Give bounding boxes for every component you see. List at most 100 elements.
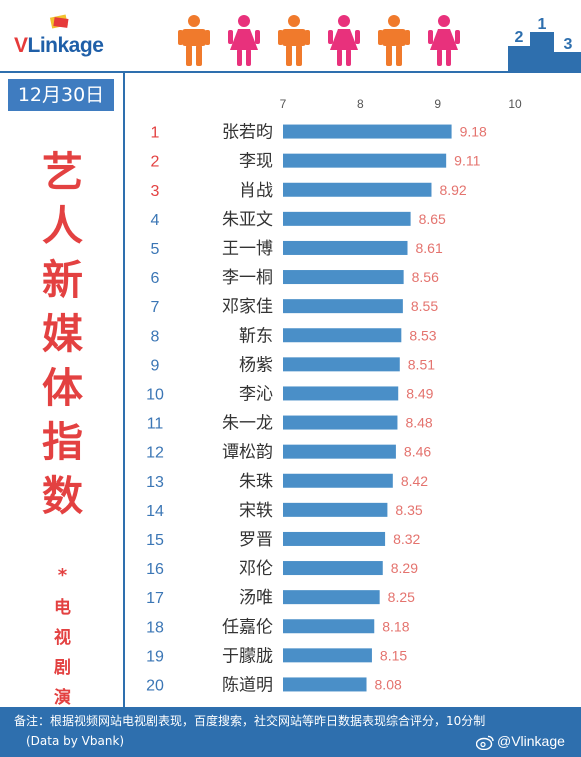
title-char: 艺 bbox=[42, 148, 83, 196]
category-label: 李沁 bbox=[239, 384, 273, 404]
value-label: 8.51 bbox=[408, 356, 435, 372]
value-label: 8.32 bbox=[393, 531, 420, 547]
header-divider bbox=[0, 71, 581, 73]
bar bbox=[283, 328, 402, 343]
rank-label: 10 bbox=[146, 386, 164, 403]
title-char: 媒 bbox=[42, 310, 83, 358]
chart-title: 艺 人 新 媒 体 指 数 bbox=[0, 145, 125, 523]
bar bbox=[283, 299, 403, 314]
value-label: 8.92 bbox=[439, 182, 466, 198]
title-char: 新 bbox=[42, 256, 83, 304]
bar bbox=[283, 386, 399, 401]
rank-label: 2 bbox=[151, 154, 160, 171]
rank-label: 1 bbox=[151, 125, 160, 142]
rank-label: 16 bbox=[146, 561, 164, 578]
sidebar: 12月30日 艺 人 新 媒 体 指 数 * 电 视 剧 演 员 bbox=[0, 73, 125, 738]
rank-label: 6 bbox=[151, 270, 160, 287]
vlinkage-logo: VLinkage bbox=[14, 14, 124, 58]
footer-note: 备注：根据视频网站电视剧表现，百度搜索，社交网站等昨日数据表现综合评分，10分制 bbox=[14, 714, 486, 728]
bar-chart: 7 8 9 10 1 张若昀 9.18 2 李现 9.11 3 肖战 8.92 4 朱亚文 8.65 5 王一博 8… bbox=[146, 97, 522, 695]
category-label: 王一博 bbox=[222, 239, 273, 259]
category-label: 谭松韵 bbox=[222, 443, 273, 463]
category-label: 肖战 bbox=[239, 181, 273, 201]
rank-label: 14 bbox=[146, 503, 164, 520]
value-label: 8.18 bbox=[382, 618, 409, 634]
rank-label: 11 bbox=[147, 416, 164, 433]
value-label: 8.35 bbox=[395, 502, 422, 518]
chart-area: 7 8 9 10 1 张若昀 9.18 2 李现 9.11 3 肖战 8.92 4 朱亚文 8.65 5 王一博 8… bbox=[127, 73, 581, 707]
rank-label: 9 bbox=[151, 357, 160, 374]
man-icon bbox=[378, 15, 410, 66]
category-label: 汤唯 bbox=[239, 588, 273, 608]
bar bbox=[283, 153, 447, 168]
value-label: 8.48 bbox=[405, 415, 432, 431]
bar bbox=[283, 561, 383, 576]
rank-label: 3 bbox=[151, 183, 160, 200]
value-label: 8.08 bbox=[375, 676, 402, 692]
svg-text:1: 1 bbox=[538, 16, 547, 33]
category-label: 邓伦 bbox=[239, 559, 273, 579]
rank-label: 20 bbox=[146, 677, 164, 694]
rank-label: 12 bbox=[146, 445, 164, 462]
woman-icon bbox=[228, 15, 260, 66]
logo-mark-icon bbox=[49, 14, 69, 29]
bar bbox=[283, 444, 396, 459]
subtitle-char: 剧 bbox=[54, 658, 71, 678]
rank-label: 15 bbox=[146, 532, 164, 549]
x-tick-label: 7 bbox=[280, 97, 287, 111]
bar bbox=[283, 473, 393, 488]
bar bbox=[283, 357, 400, 372]
category-label: 罗晋 bbox=[239, 530, 273, 550]
value-label: 8.15 bbox=[380, 647, 407, 663]
bar bbox=[283, 502, 388, 517]
value-label: 9.18 bbox=[460, 124, 487, 140]
man-icon bbox=[178, 15, 210, 66]
value-label: 8.55 bbox=[411, 298, 438, 314]
people-icons bbox=[178, 15, 460, 66]
title-char: 数 bbox=[42, 472, 83, 520]
man-icon bbox=[278, 15, 310, 66]
woman-icon bbox=[428, 15, 460, 66]
bar bbox=[283, 677, 367, 692]
podium-icon: 2 1 3 bbox=[508, 16, 581, 72]
bar bbox=[283, 619, 375, 634]
value-label: 8.61 bbox=[416, 240, 443, 256]
rank-label: 19 bbox=[146, 648, 164, 665]
bar bbox=[283, 590, 380, 605]
logo-text-v: V bbox=[14, 34, 28, 57]
watermark-text: @Vlinkage bbox=[497, 733, 565, 749]
category-label: 任嘉伦 bbox=[222, 617, 273, 637]
subtitle-char: 电 bbox=[54, 598, 71, 618]
woman-icon bbox=[328, 15, 360, 66]
rank-label: 18 bbox=[146, 619, 164, 636]
value-label: 8.65 bbox=[419, 211, 446, 227]
category-label: 陈道明 bbox=[222, 675, 273, 695]
x-tick-label: 9 bbox=[434, 97, 441, 111]
title-char: 指 bbox=[42, 418, 83, 466]
bar bbox=[283, 211, 411, 226]
value-label: 8.46 bbox=[404, 444, 431, 460]
value-label: 8.29 bbox=[391, 560, 418, 576]
title-asterisk: * bbox=[57, 565, 68, 586]
value-label: 8.56 bbox=[412, 269, 439, 285]
bar bbox=[283, 240, 408, 255]
subtitle-char: 视 bbox=[54, 628, 71, 648]
value-label: 8.25 bbox=[388, 589, 415, 605]
value-label: 9.11 bbox=[454, 153, 480, 169]
weibo-icon bbox=[475, 735, 494, 750]
category-label: 杨紫 bbox=[239, 355, 273, 375]
bar bbox=[283, 182, 432, 197]
svg-text:2: 2 bbox=[515, 29, 524, 46]
subtitle-char: 演 bbox=[54, 688, 71, 708]
svg-text:3: 3 bbox=[564, 36, 573, 53]
category-label: 于朦胧 bbox=[222, 646, 273, 666]
category-label: 宋轶 bbox=[239, 501, 273, 521]
bar bbox=[283, 124, 452, 139]
rank-label: 17 bbox=[146, 590, 164, 607]
value-label: 8.42 bbox=[401, 473, 428, 489]
category-label: 李现 bbox=[239, 152, 273, 172]
bar bbox=[283, 648, 372, 663]
rank-label: 7 bbox=[151, 299, 160, 316]
value-label: 8.53 bbox=[409, 327, 436, 343]
title-char: 人 bbox=[42, 202, 83, 250]
